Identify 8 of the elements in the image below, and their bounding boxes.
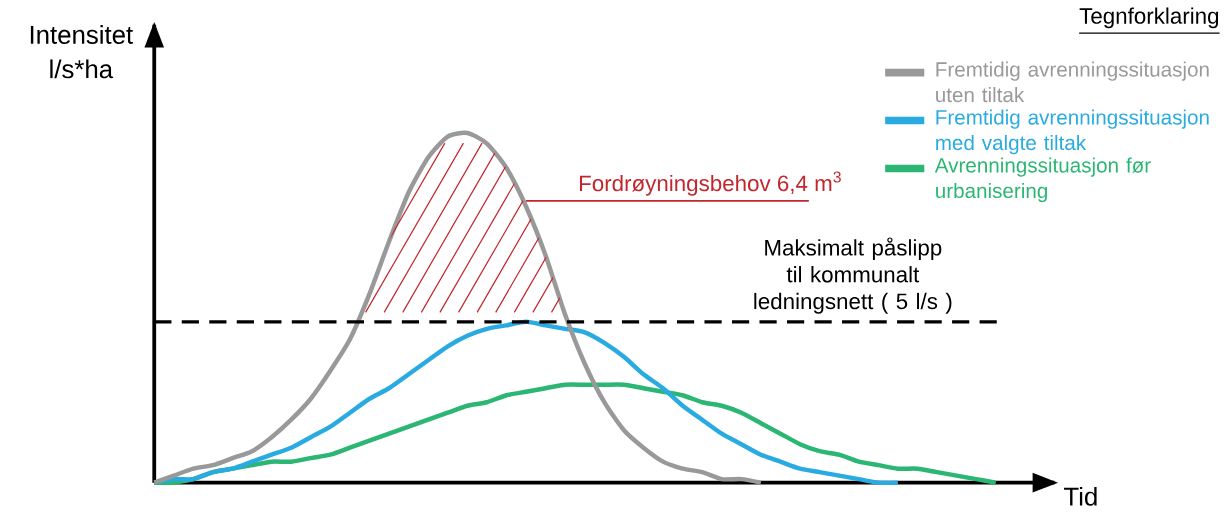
- ref-line-label: Maksimalt påslipp til kommunalt ledningsnett ( 5 l/s ): [754, 237, 952, 314]
- legend-label: Avrenningssituasjon før urbanisering: [934, 157, 1151, 203]
- y-axis-title: Intensitet l/s*ha: [30, 24, 133, 79]
- legend-label: Fremtidig avrenningssituasjon uten tiltak: [936, 61, 1209, 103]
- annotation: Fordrøyningsbehov 6,4 m$^{3}$: [579, 171, 841, 196]
- legend-label: Fremtidig avrenningssituasjon med valgte tiltak: [936, 109, 1209, 155]
- x-axis-title: Tid: [1064, 486, 1097, 506]
- legend-title: Tegnforklaring: [1079, 7, 1219, 29]
